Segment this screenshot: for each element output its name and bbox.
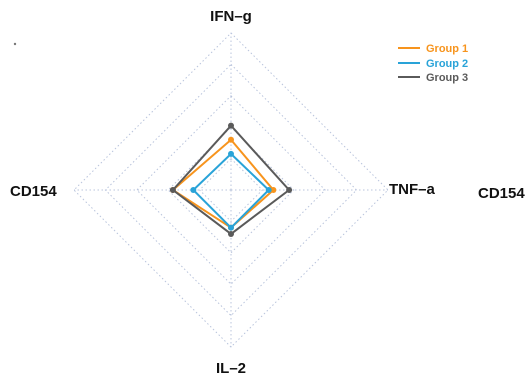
axis-label-top: IFN–g — [210, 8, 252, 25]
series-1-point-1 — [228, 136, 234, 143]
radar-grid — [73, 32, 389, 348]
series-3-point-2 — [286, 187, 293, 193]
radar-series-layer — [169, 122, 293, 237]
grid-ring — [198, 157, 264, 223]
axis-label-bottom: IL–2 — [216, 360, 246, 377]
legend-label-group-2: Group 2 — [426, 58, 468, 70]
series-group-3 — [169, 122, 293, 237]
axis-label-extra-right: CD154 — [478, 185, 525, 202]
series-2-point-3 — [228, 224, 234, 231]
series-2-point-2 — [265, 187, 272, 193]
legend: Group 1 Group 2 Group 3 — [398, 43, 468, 84]
axis-label-left: CD154 — [10, 183, 57, 200]
series-2-point-4 — [190, 187, 197, 193]
grid-ring — [136, 95, 326, 285]
series-3-point-4 — [169, 187, 176, 193]
series-group-2 — [190, 150, 272, 231]
legend-label-group-3: Group 3 — [426, 72, 468, 84]
series-group-1 — [169, 136, 277, 231]
series-3-point-1 — [228, 122, 234, 129]
stray-dot — [13, 42, 17, 46]
grid-ring — [104, 63, 358, 317]
series-2-point-1 — [228, 150, 234, 157]
legend-label-group-1: Group 1 — [426, 43, 468, 55]
axis-label-right: TNF–a — [389, 181, 436, 198]
series-1-point-2 — [270, 187, 277, 193]
series-3-point-3 — [228, 230, 234, 237]
grid-ring — [167, 126, 295, 254]
